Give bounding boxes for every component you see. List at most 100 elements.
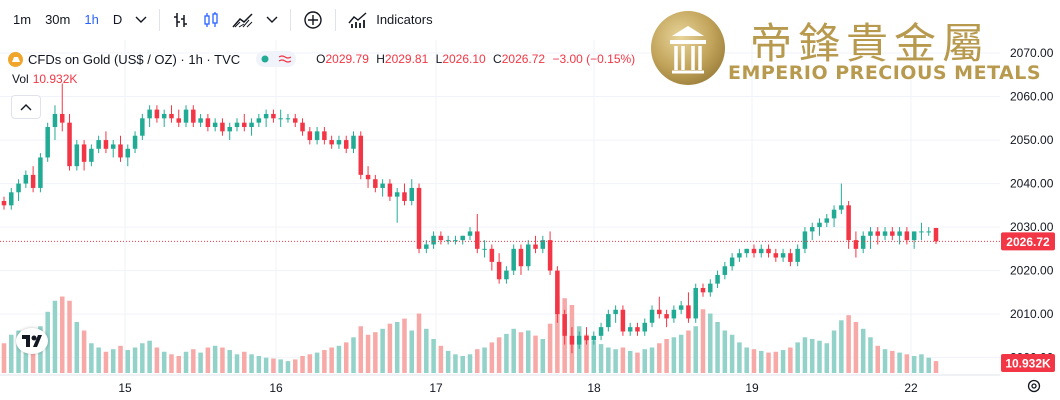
candle-body	[110, 144, 116, 149]
candle-body	[292, 118, 298, 123]
ohlc-values: O2029.79 H2029.81 L2026.10 C2026.72 −3.0…	[316, 52, 639, 66]
change-value: −3.00 (−0.15%)	[552, 52, 636, 66]
candle-body	[467, 231, 473, 236]
candle-body	[518, 248, 524, 267]
high-label: H	[376, 52, 385, 66]
time-axis[interactable]: 15 16 17 18 19 22	[118, 381, 918, 395]
add-compare-icon[interactable]	[297, 7, 329, 33]
tradingview-logo[interactable]	[16, 328, 48, 354]
candle-body	[263, 113, 269, 119]
candle-body	[897, 231, 902, 236]
interval-1m[interactable]: 1m	[13, 12, 32, 27]
volume-bar	[431, 339, 436, 373]
volume-bar	[635, 352, 640, 373]
candle-body	[45, 127, 50, 158]
bar-chart-icon[interactable]	[166, 7, 196, 33]
last-price-label: 2026.72	[1001, 232, 1055, 251]
price-tick-label: 2040.00	[1010, 177, 1054, 191]
candle-body	[584, 335, 589, 341]
volume-bar	[751, 349, 757, 373]
time-tick-label: 15	[118, 381, 132, 395]
candle-body	[657, 309, 662, 315]
price-tick-label: 2050.00	[1010, 133, 1054, 147]
price-axis-bg	[1000, 0, 1060, 400]
candle-body	[445, 240, 451, 242]
volume-bar	[365, 334, 371, 373]
volume-bar	[882, 349, 888, 373]
volume-bar	[846, 315, 851, 373]
open-value: 2029.79	[325, 52, 369, 66]
candle-body	[817, 222, 822, 228]
candle-body	[191, 109, 196, 123]
candle-body	[227, 127, 232, 132]
volume-bar	[555, 296, 560, 373]
volume-bar	[657, 343, 662, 373]
candle-body	[460, 235, 465, 241]
volume-bar	[416, 313, 422, 373]
volume-bar	[212, 345, 218, 373]
chevron-down-icon[interactable]	[260, 7, 284, 33]
chevron-up-icon	[20, 104, 32, 111]
area-chart-icon[interactable]	[226, 7, 260, 33]
volume-bar	[737, 342, 742, 373]
candle-body	[394, 192, 400, 197]
volume-bar	[606, 347, 611, 373]
collapse-legend-button[interactable]	[11, 95, 41, 119]
volume-bar	[23, 339, 29, 373]
candle-body	[547, 240, 553, 271]
price-axis[interactable]: 2070.00 2060.00 2050.00 2040.00 2030.00 2020.…	[1010, 46, 1054, 365]
candle-body	[103, 140, 109, 149]
tradingview-logo-icon	[22, 335, 42, 347]
toolbar-divider	[290, 9, 292, 31]
candle-body	[322, 131, 327, 141]
chevron-down-icon[interactable]	[129, 7, 153, 33]
volume-bar	[1, 343, 7, 373]
candle-body	[271, 113, 276, 119]
volume-bar	[249, 354, 254, 373]
candle-body	[220, 122, 225, 132]
indicators-button[interactable]: Indicators	[376, 12, 433, 27]
chart-settings-icon[interactable]	[1026, 378, 1042, 399]
volume-bar	[504, 333, 509, 373]
candle-body	[540, 240, 546, 249]
watermark-logo: 帝鋒貴金屬 EMPERIO PRECIOUS METALS	[650, 8, 1041, 88]
watermark-english-text: EMPERIO PRECIOUS METALS	[728, 62, 1042, 84]
volume-bar	[103, 351, 109, 373]
candle-body	[613, 309, 618, 315]
volume-bar	[285, 361, 291, 373]
candle-body	[402, 192, 407, 201]
volume-bar	[853, 322, 859, 373]
candle-body	[307, 131, 313, 141]
volume-bar	[809, 339, 815, 373]
candle-body	[242, 122, 247, 128]
candle-body	[256, 118, 262, 123]
candle-body	[700, 287, 706, 293]
candle-body	[766, 248, 771, 254]
time-tick-label: 18	[587, 381, 601, 395]
time-tick-label: 17	[429, 381, 443, 395]
interval-30m[interactable]: 30m	[45, 12, 71, 27]
candles-icon[interactable]	[196, 7, 226, 33]
volume-bar	[911, 356, 917, 373]
symbol-title[interactable]: CFDs on Gold (US$ / OZ) · 1h · TVC	[28, 51, 241, 67]
interval-d[interactable]: D	[112, 12, 123, 27]
volume-bar	[795, 342, 800, 373]
candle-body	[431, 235, 436, 245]
indicators-icon[interactable]	[342, 7, 374, 33]
candle-body	[678, 305, 684, 310]
price-tick-label: 2010.00	[1010, 307, 1054, 321]
volume-bar	[220, 347, 225, 373]
candle-body	[249, 122, 254, 128]
market-status-pill[interactable]	[256, 51, 297, 67]
volume-bar	[67, 300, 72, 373]
candle-body	[438, 235, 444, 241]
volume-bar	[715, 322, 720, 373]
volume-last-label: 10.932K	[1001, 354, 1055, 372]
volume-bar	[664, 339, 669, 373]
candle-body	[620, 309, 626, 332]
candle-body	[649, 309, 655, 323]
interval-1h[interactable]: 1h	[84, 12, 99, 27]
volume-bar	[686, 330, 691, 373]
volume-bar	[868, 337, 873, 373]
